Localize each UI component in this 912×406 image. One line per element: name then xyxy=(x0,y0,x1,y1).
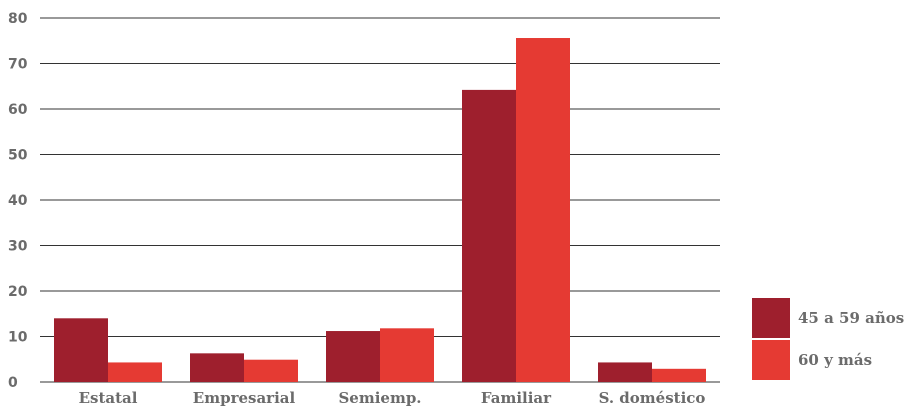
legend-item-series-1: 45 a 59 años xyxy=(752,298,904,338)
bar-familiar-series-1 xyxy=(462,89,516,382)
bar-empresarial-series-2 xyxy=(244,359,298,382)
bar-estatal-series-1 xyxy=(54,318,108,382)
legend: 45 a 59 años 60 y más xyxy=(752,298,904,382)
x-tick-label-4: Familiar xyxy=(481,389,552,406)
y-tick-label-30: 30 xyxy=(8,239,28,255)
bar-estatal-series-2 xyxy=(108,362,162,382)
bar-s-doméstico-series-1 xyxy=(598,362,652,382)
y-tick-label-0: 0 xyxy=(8,375,18,391)
x-tick-label-5: S. doméstico xyxy=(599,389,706,406)
legend-swatch-series-2 xyxy=(752,340,790,380)
bar-semiemp-series-1 xyxy=(326,331,380,382)
bar-empresarial-series-1 xyxy=(190,353,244,382)
bar-semiemp-series-2 xyxy=(380,328,434,382)
bar-familiar-series-2 xyxy=(516,38,570,383)
y-tick-label-70: 70 xyxy=(8,57,28,73)
y-axis-ticks: 0 10 20 30 40 50 60 70 80 xyxy=(8,11,28,391)
legend-item-series-2: 60 y más xyxy=(752,340,904,380)
bars xyxy=(54,38,706,383)
legend-label-series-1: 45 a 59 años xyxy=(798,309,905,327)
legend-swatch-series-1 xyxy=(752,298,790,338)
y-tick-label-60: 60 xyxy=(8,102,28,118)
y-tick-label-50: 50 xyxy=(8,148,28,164)
bar-s-doméstico-series-2 xyxy=(652,368,706,382)
y-tick-label-40: 40 xyxy=(8,193,28,209)
x-tick-label-3: Semiemp. xyxy=(338,389,421,406)
x-tick-label-2: Empresarial xyxy=(193,389,296,406)
gridlines xyxy=(40,17,720,383)
x-tick-label-1: Estatal xyxy=(79,389,138,406)
y-tick-label-10: 10 xyxy=(8,330,28,346)
x-axis-ticks: Estatal Empresarial Semiemp. Familiar S. dom… xyxy=(79,389,706,406)
y-tick-label-20: 20 xyxy=(8,284,28,300)
y-tick-label-80: 80 xyxy=(8,11,28,27)
legend-label-series-2: 60 y más xyxy=(798,351,873,369)
